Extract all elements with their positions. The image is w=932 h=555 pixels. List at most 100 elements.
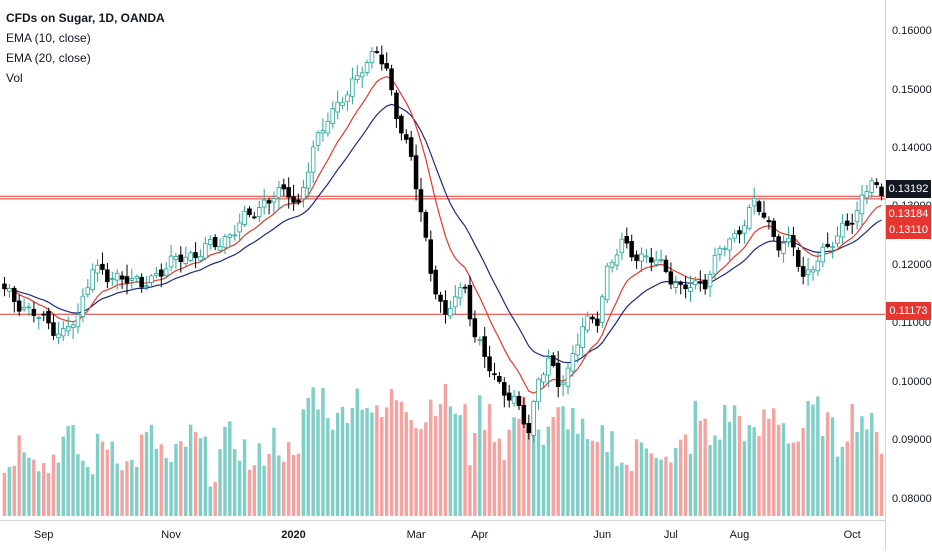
candle-body [531, 400, 536, 436]
candle-body [462, 286, 468, 289]
volume-bar [600, 425, 604, 516]
time-tick-label: Nov [161, 529, 181, 541]
candle-body [653, 259, 659, 265]
candle-body [477, 339, 483, 342]
volume-bar [71, 425, 75, 516]
volume-bar [825, 412, 830, 516]
candle-body [310, 146, 316, 173]
volume-bar [326, 418, 330, 516]
candle-body [756, 201, 762, 212]
volume-bar [115, 463, 119, 516]
candle-body [825, 243, 830, 248]
volume-bar [659, 459, 663, 516]
candle-body [198, 255, 203, 261]
candle-body [232, 234, 238, 237]
candle-body [746, 207, 752, 229]
candle-body [384, 63, 389, 69]
volume-bar [605, 451, 609, 516]
candle-body [178, 254, 184, 262]
volume-bar [492, 441, 497, 516]
candle-body [634, 254, 639, 261]
candle-body [36, 316, 42, 319]
volume-bar [321, 387, 325, 516]
candle-body [781, 242, 786, 254]
volume-bar [414, 428, 418, 516]
volume-bar [840, 446, 845, 516]
price-label: 0.13184 [886, 205, 931, 223]
candle-body [443, 300, 448, 315]
time-tick-label: Oct [843, 529, 861, 541]
volume-legend[interactable]: Vol [6, 71, 23, 85]
candle-body [595, 318, 600, 326]
volume-bar [727, 422, 732, 516]
candle-body [497, 375, 502, 382]
candle-body [629, 240, 634, 258]
volume-bar [541, 444, 546, 516]
candle-body [712, 254, 718, 275]
volume-bar [590, 440, 595, 516]
candle-body [702, 279, 708, 290]
volume-bar [850, 404, 854, 516]
volume-bar [438, 404, 443, 516]
candle-body [688, 287, 693, 292]
ema20-line [4, 103, 882, 364]
volume-bar [130, 459, 134, 516]
candle-body [173, 255, 179, 260]
candle-body [859, 194, 865, 215]
candle-body [320, 130, 326, 134]
candle-body [105, 269, 110, 283]
volume-bar [786, 443, 791, 516]
candle-body [599, 296, 605, 323]
price-tick-label: 0.16000 [892, 25, 932, 38]
candle-body [350, 78, 355, 97]
volume-bar [580, 418, 585, 516]
volume-bar [257, 443, 261, 516]
volume-bar [203, 436, 208, 516]
symbol-title[interactable]: CFDs on Sugar, 1D, OANDA [6, 11, 165, 25]
candle-body [864, 191, 870, 199]
candle-body [501, 382, 507, 396]
candle-body [697, 281, 703, 284]
candle-body [511, 395, 517, 404]
candle-body [639, 253, 644, 262]
volume-bar [713, 435, 717, 516]
candle-body [800, 266, 806, 277]
volume-bar [732, 405, 737, 516]
volume-bar [737, 416, 742, 516]
candle-body [614, 254, 620, 266]
candle-body [693, 280, 698, 285]
candle-body [2, 283, 7, 290]
candle-body [399, 115, 404, 134]
candle-body [7, 287, 12, 292]
candle-body [315, 132, 321, 146]
ema10-legend[interactable]: EMA (10, close) [6, 31, 91, 45]
volume-bar [350, 408, 355, 516]
price-tick-label: 0.09000 [892, 434, 932, 447]
volume-bar [184, 446, 188, 516]
volume-bar [46, 473, 51, 516]
time-tick-label: Sep [33, 529, 54, 541]
volume-bar [233, 448, 237, 516]
volume-bar [90, 474, 95, 516]
time-tick-label: Jul [663, 529, 678, 541]
volume-bar [41, 462, 46, 516]
volume-bar [365, 408, 369, 516]
candle-body [541, 374, 546, 383]
volume-bar [595, 442, 600, 516]
candle-body [222, 236, 228, 248]
candle-body [41, 313, 46, 316]
volume-bar [688, 453, 693, 516]
candle-body [609, 261, 615, 268]
volume-bar [865, 429, 869, 516]
candle-body [389, 68, 394, 91]
ema20-legend[interactable]: EMA (20, close) [6, 51, 91, 65]
volume-bar [874, 432, 879, 516]
volume-bar [135, 466, 139, 516]
volume-bar [776, 424, 781, 516]
volume-bar [12, 465, 16, 516]
candle-body [95, 264, 100, 274]
candle-body [203, 243, 208, 259]
candle-body [144, 285, 149, 288]
